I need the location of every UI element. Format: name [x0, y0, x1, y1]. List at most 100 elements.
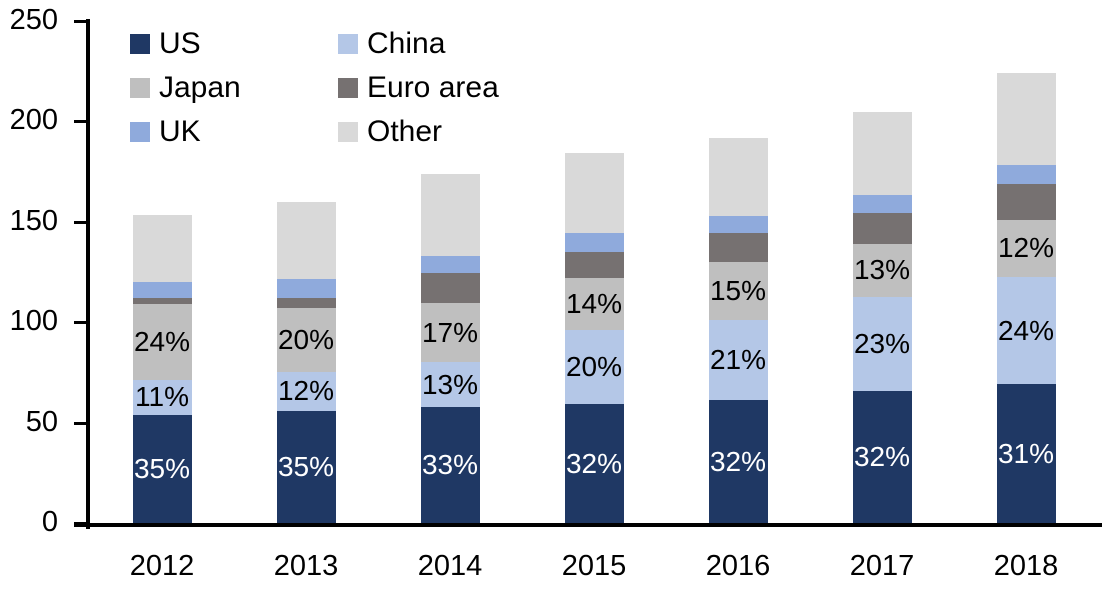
y-axis-tick-label: 100 — [9, 305, 58, 338]
x-axis-label-2013: 2013 — [273, 550, 339, 582]
segment-data-label: 21% — [709, 344, 767, 376]
legend-item-other: Other — [338, 117, 499, 147]
bar-segment-china: 21% — [708, 320, 768, 401]
x-axis-label-2016: 2016 — [705, 550, 771, 582]
bar-2017: 13% 23% 32% — [852, 112, 912, 523]
bar-segment-uk — [852, 194, 912, 213]
segment-data-label: 33% — [421, 449, 479, 481]
segment-data-label: 13% — [421, 368, 479, 400]
legend-item-china: China — [338, 29, 499, 59]
y-axis-tick — [74, 120, 88, 124]
bar-segment-euro-area — [420, 272, 480, 304]
y-axis-tick — [74, 20, 88, 23]
bar-segment-other — [420, 173, 480, 256]
legend-swatch-us — [130, 34, 150, 54]
bar-segment-china: 20% — [564, 330, 624, 405]
segment-data-label: 11% — [135, 381, 189, 413]
bar-2012: 24% 11% 35% — [132, 214, 192, 523]
segment-data-label: 35% — [277, 450, 335, 482]
bar-segment-other — [132, 214, 192, 283]
legend-swatch-euro-area — [338, 78, 358, 98]
segment-data-label: 23% — [853, 328, 911, 360]
legend-label-other: Other — [367, 115, 443, 148]
segment-data-label: 14% — [565, 288, 623, 320]
segment-data-label: 31% — [997, 437, 1055, 469]
bar-segment-japan: 12% — [996, 219, 1056, 277]
bar-segment-china: 23% — [852, 297, 912, 392]
legend-item-euro-area: Euro area — [338, 73, 499, 103]
x-axis-label-2018: 2018 — [993, 550, 1059, 582]
bar-segment-euro-area — [852, 212, 912, 244]
bar-2018: 12% 24% 31% — [996, 73, 1056, 523]
x-axis-label-2014: 2014 — [417, 550, 483, 582]
segment-data-label: 12% — [997, 232, 1055, 264]
bar-segment-euro-area — [708, 232, 768, 262]
bar-segment-uk — [708, 215, 768, 233]
segment-data-label: 17% — [421, 316, 479, 348]
bar-segment-china: 12% — [276, 372, 336, 411]
y-axis-tick — [74, 220, 88, 224]
bar-2015: 14% 20% 32% — [564, 152, 624, 523]
y-axis-tick-label: 200 — [9, 104, 58, 137]
x-axis-label-2012: 2012 — [129, 550, 195, 582]
y-axis-tick-label: 150 — [9, 204, 58, 237]
bar-segment-other — [996, 73, 1056, 165]
bar-segment-us: 33% — [420, 407, 480, 523]
bar-segment-other — [852, 112, 912, 195]
bar-2013: 20% 12% 35% — [276, 201, 336, 523]
segment-data-label: 24% — [133, 326, 191, 358]
segment-data-label: 32% — [565, 447, 623, 479]
segment-data-label: 20% — [565, 351, 623, 383]
y-axis-tick — [74, 321, 88, 325]
bar-segment-uk — [996, 164, 1056, 184]
segment-data-label: 32% — [853, 441, 911, 473]
legend-label-us: US — [159, 27, 201, 60]
bar-segment-uk — [276, 279, 336, 299]
bar-segment-japan: 13% — [852, 243, 912, 298]
bar-segment-euro-area — [132, 298, 192, 305]
legend-item-uk: UK — [130, 117, 338, 147]
legend-label-japan: Japan — [159, 71, 241, 104]
bar-segment-us: 35% — [276, 410, 336, 523]
legend-label-uk: UK — [159, 115, 201, 148]
segment-data-label: 32% — [709, 445, 767, 477]
y-axis-line — [86, 19, 90, 529]
segment-data-label: 20% — [277, 324, 335, 356]
segment-data-label: 24% — [997, 314, 1055, 346]
bar-segment-us: 31% — [996, 384, 1056, 523]
legend-item-japan: Japan — [130, 73, 338, 103]
legend: US China Japan Euro area UK Other — [130, 22, 499, 154]
bar-segment-japan: 14% — [564, 277, 624, 331]
bar-segment-us: 35% — [132, 414, 192, 523]
segment-data-label: 13% — [853, 254, 911, 286]
bar-segment-japan: 24% — [132, 304, 192, 381]
bar-segment-us: 32% — [564, 404, 624, 523]
y-axis-tick-label: 50 — [25, 405, 58, 438]
bar-2016: 15% 21% 32% — [708, 138, 768, 523]
x-axis-line — [74, 523, 1102, 527]
bar-segment-china: 13% — [420, 362, 480, 408]
legend-label-euro-area: Euro area — [367, 71, 499, 104]
bar-segment-euro-area — [276, 298, 336, 309]
legend-swatch-china — [338, 34, 358, 54]
y-axis-tick-label: 250 — [9, 4, 58, 36]
bar-segment-us: 32% — [852, 391, 912, 523]
y-axis-tick-label: 0 — [41, 506, 58, 538]
bar-segment-china: 24% — [996, 276, 1056, 385]
bar-segment-euro-area — [996, 183, 1056, 220]
legend-label-china: China — [367, 27, 446, 60]
bar-segment-uk — [132, 282, 192, 299]
bar-segment-japan: 15% — [708, 261, 768, 321]
bar-segment-china: 11% — [132, 380, 192, 415]
bar-segment-euro-area — [564, 251, 624, 278]
bar-2014: 17% 13% 33% — [420, 173, 480, 523]
bar-segment-other — [708, 138, 768, 216]
x-axis-label-2017: 2017 — [849, 550, 915, 582]
segment-data-label: 12% — [277, 375, 335, 407]
legend-swatch-other — [338, 122, 358, 142]
bar-segment-us: 32% — [708, 400, 768, 523]
legend-swatch-uk — [130, 122, 150, 142]
bar-segment-japan: 17% — [420, 303, 480, 363]
legend-swatch-japan — [130, 78, 150, 98]
